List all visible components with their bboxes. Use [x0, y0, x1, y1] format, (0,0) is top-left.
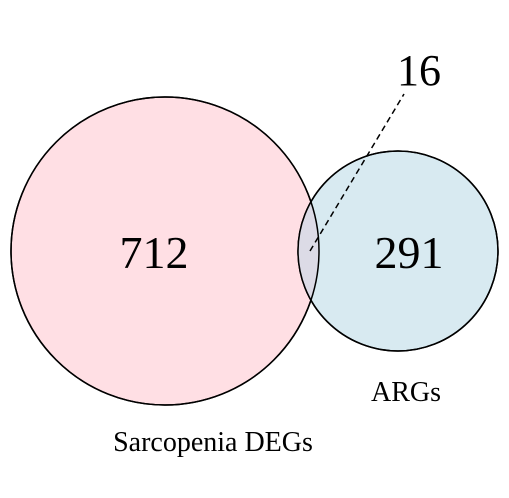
intersection-leader-line: [309, 93, 405, 252]
args-outline: [297, 150, 499, 352]
intersection-count: 16: [397, 46, 441, 95]
sarcopenia-degs-count: 712: [120, 227, 189, 278]
sarcopenia-degs-outline: [10, 96, 320, 406]
args-label: ARGs: [371, 377, 441, 408]
sarcopenia-degs-label: Sarcopenia DEGs: [113, 427, 313, 458]
args-count: 291: [375, 227, 444, 278]
